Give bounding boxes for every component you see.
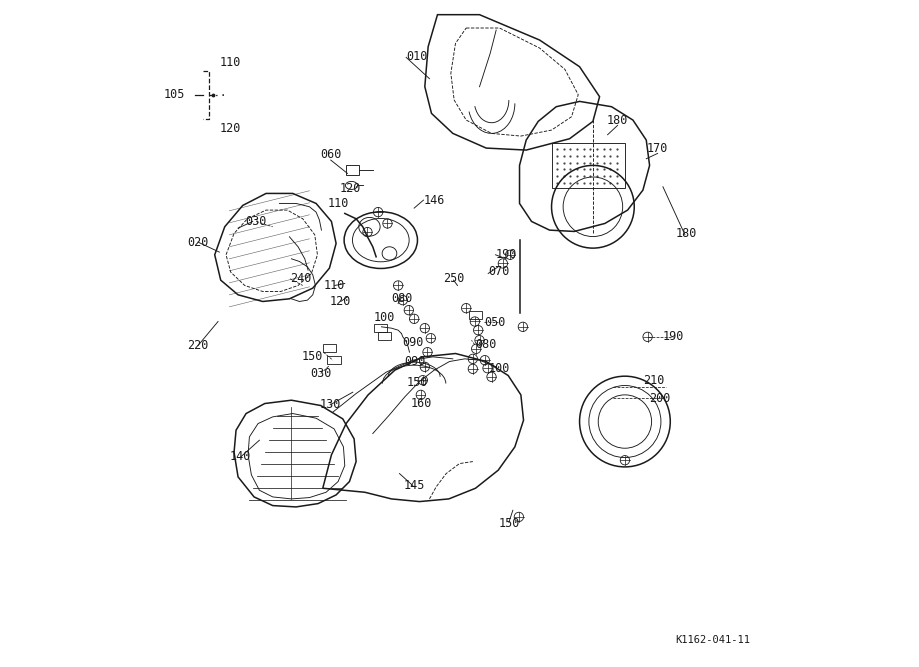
Bar [378, 332, 391, 340]
Text: 120: 120 [339, 182, 361, 195]
Text: 120: 120 [220, 122, 242, 135]
Text: 110: 110 [220, 57, 242, 69]
Text: 060: 060 [320, 148, 342, 161]
Text: 105: 105 [164, 88, 186, 101]
Text: 150: 150 [498, 517, 519, 530]
Text: 130: 130 [320, 398, 341, 412]
Text: 110: 110 [324, 279, 346, 292]
Text: K1162-041-11: K1162-041-11 [675, 636, 751, 645]
Bar [327, 356, 341, 364]
Text: 170: 170 [647, 141, 668, 155]
Text: 210: 210 [643, 374, 664, 387]
Text: 200: 200 [649, 392, 670, 405]
Bar [346, 165, 359, 175]
Text: 090: 090 [403, 336, 424, 349]
Text: 080: 080 [391, 292, 412, 305]
Text: 070: 070 [488, 265, 509, 278]
Bar [323, 344, 336, 352]
Text: 010: 010 [406, 50, 427, 63]
Text: 020: 020 [187, 235, 209, 249]
Text: 030: 030 [245, 215, 267, 228]
Text: 030: 030 [310, 367, 332, 380]
Text: 250: 250 [443, 272, 464, 285]
Bar [374, 324, 388, 332]
Text: 100: 100 [488, 362, 509, 376]
Text: 100: 100 [374, 311, 395, 324]
Text: 120: 120 [330, 295, 351, 308]
Text: 160: 160 [411, 397, 432, 410]
Text: 145: 145 [403, 479, 425, 492]
Text: 180: 180 [607, 113, 629, 127]
Text: 150: 150 [302, 350, 323, 364]
Text: 150: 150 [407, 376, 428, 389]
Bar [469, 311, 482, 319]
Text: 190: 190 [663, 330, 684, 344]
Text: 146: 146 [424, 193, 445, 207]
Text: 080: 080 [475, 338, 496, 352]
Text: 220: 220 [187, 339, 209, 352]
Text: 180: 180 [675, 227, 697, 240]
Text: 110: 110 [328, 197, 349, 210]
Text: 050: 050 [484, 315, 505, 329]
Text: ·: · [220, 89, 224, 103]
Bar [551, 143, 625, 188]
Text: 190: 190 [495, 248, 516, 261]
Text: 140: 140 [230, 450, 252, 464]
Text: 240: 240 [290, 272, 312, 285]
Text: 090: 090 [404, 355, 425, 368]
